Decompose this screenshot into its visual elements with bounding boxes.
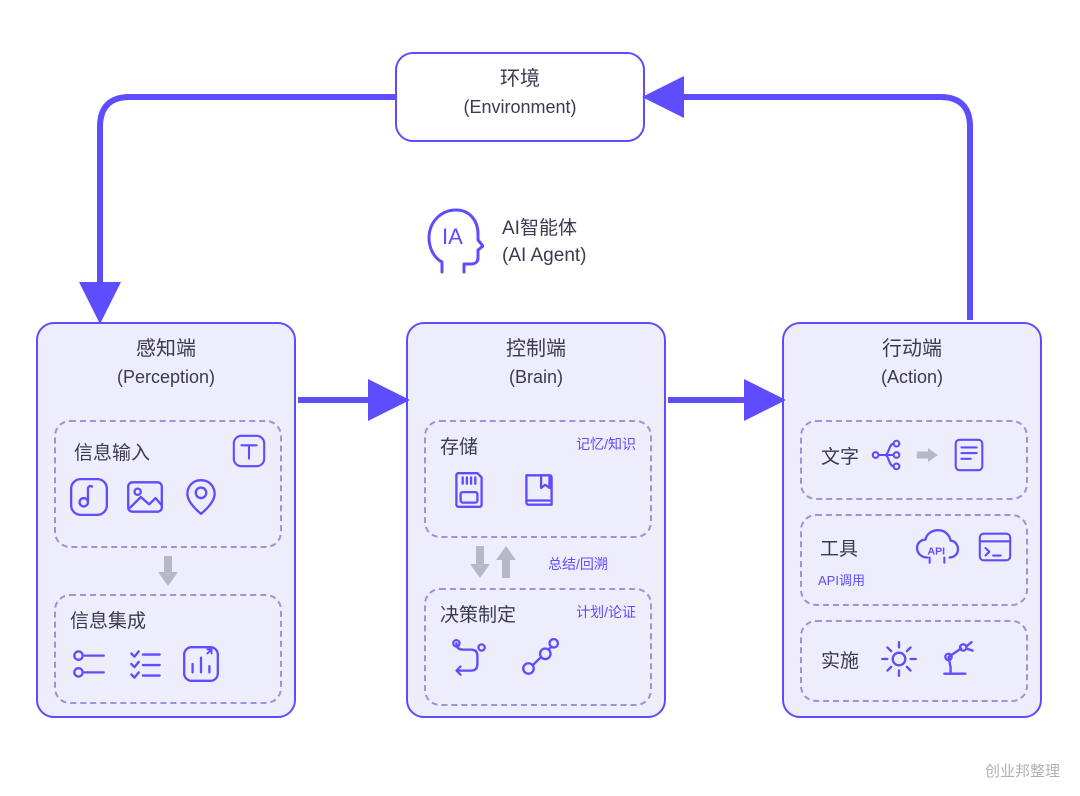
credit-text: 创业邦整理 [985,760,1060,781]
perception-box: 感知端 (Perception) 信息输入 信息集成 [36,322,296,718]
svg-text:API: API [928,545,946,557]
action-box: 行动端 (Action) 文字 工具 API [782,322,1042,718]
action-exec-section: 实施 [800,620,1028,702]
brain-box: 控制端 (Brain) 存储 记忆/知识 总结/回溯 决策制定 计划/论证 [406,322,666,718]
perception-integrate-section: 信息集成 [54,594,282,704]
brain-decision-section: 决策制定 计划/论证 [424,588,652,706]
action-cn: 行动端 [792,336,1032,363]
brain-mid-sub: 总结/回溯 [548,554,608,574]
perception-cn: 感知端 [46,336,286,363]
perception-input-icons [56,474,280,528]
brain-decision-sub: 计划/论证 [576,602,636,622]
action-tool-sub: API调用 [802,570,1026,597]
cloud-api-icon: API [912,526,962,568]
gear-icon [878,638,920,680]
perception-en: (Perception) [46,365,286,389]
action-exec-label: 实施 [816,646,860,673]
branch-icon [868,436,906,474]
music-icon [68,476,110,518]
environment-box: 环境 (Environment) [395,52,645,142]
action-tool-section: 工具 API API调用 [800,514,1028,606]
book-icon [518,469,560,511]
perception-down-arrow-icon [158,556,178,586]
text-icon [230,432,268,470]
robot-arm-icon [938,638,980,680]
ai-agent-en: (AI Agent) [502,243,587,270]
brain-storage-icons [426,467,650,521]
checklist-icon [124,643,166,685]
ai-agent-cn: AI智能体 [502,216,587,243]
route-icon [448,637,490,679]
arrow-action-to-env [654,97,970,320]
perception-input-label: 信息输入 [70,438,150,465]
ai-agent-head-icon: IA [420,204,484,276]
brain-title: 控制端 (Brain) [408,324,664,397]
barchart-icon [180,643,222,685]
environment-title: 环境 (Environment) [397,54,643,127]
perception-integrate-icons [56,641,280,695]
environment-cn: 环境 [405,66,635,93]
location-icon [180,476,222,518]
sdcard-icon [448,469,490,511]
brain-updown-arrow-icon [470,546,516,578]
brain-storage-sub: 记忆/知识 [576,434,636,454]
image-icon [124,476,166,518]
doc-icon [950,436,988,474]
action-text-section: 文字 [800,420,1028,500]
action-en: (Action) [792,365,1032,389]
action-tool-label: 工具 [816,534,858,561]
arrow-env-to-perception [100,97,395,312]
terminal-icon [976,528,1014,566]
brain-decision-icons [426,635,650,689]
perception-integrate-label: 信息集成 [56,596,280,641]
environment-en: (Environment) [405,95,635,119]
gray-right-arrow-icon [914,436,942,474]
action-text-label: 文字 [816,442,860,469]
perception-input-section: 信息输入 [54,420,282,548]
nodes-icon [518,637,560,679]
brain-storage-section: 存储 记忆/知识 [424,420,652,538]
svg-text:IA: IA [442,224,463,249]
brain-en: (Brain) [416,365,656,389]
perception-title: 感知端 (Perception) [38,324,294,397]
action-title: 行动端 (Action) [784,324,1040,397]
brain-cn: 控制端 [416,336,656,363]
ai-agent-label: AI智能体 (AI Agent) [502,216,587,269]
sliders-icon [68,643,110,685]
